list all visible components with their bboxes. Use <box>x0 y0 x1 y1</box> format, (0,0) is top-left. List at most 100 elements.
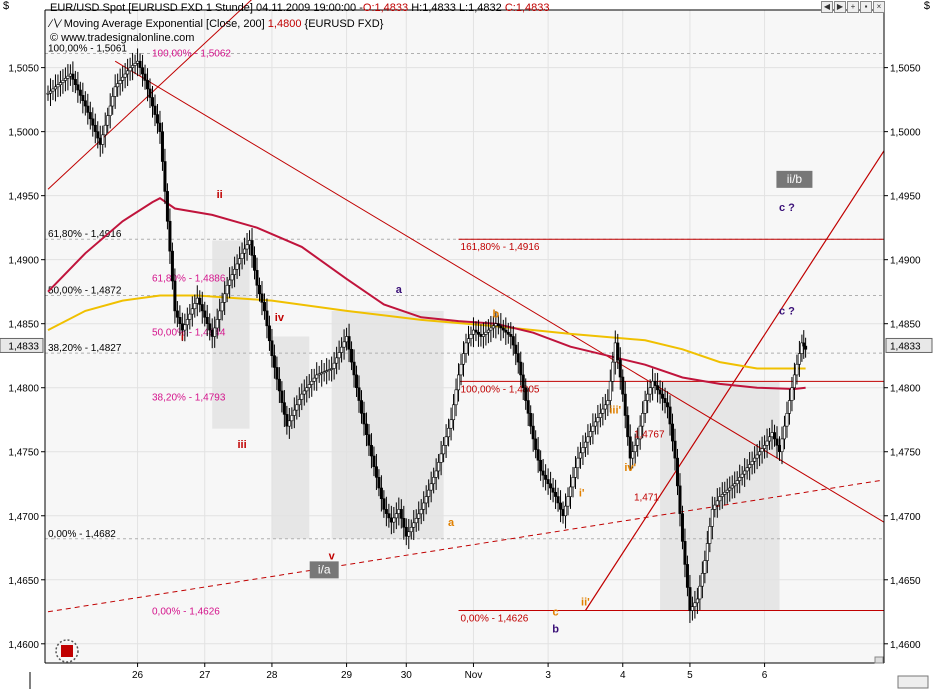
price-candle-175 <box>481 334 485 337</box>
indicator-icon: ∕∖∕ <box>50 18 61 30</box>
price-candle-136 <box>384 509 388 514</box>
price-candle-301 <box>795 363 799 376</box>
price-candle-102 <box>300 393 304 400</box>
indicator-symbol: {EURUSD FXD} <box>304 18 384 30</box>
price-candle-53 <box>178 316 182 324</box>
price-candle-228 <box>613 342 617 363</box>
price-candle-115 <box>332 362 336 369</box>
price-candle-84 <box>255 270 259 286</box>
price-candle-199 <box>541 470 545 476</box>
currency-left: $ <box>3 0 10 12</box>
price-candle-111 <box>322 371 326 374</box>
price-candle-165 <box>457 374 461 391</box>
wave-label-13: ii' <box>581 596 590 608</box>
last-price-tag-right-bg <box>885 337 933 353</box>
price-candle-278 <box>738 477 742 481</box>
price-candle-47 <box>163 161 167 192</box>
price-candle-256 <box>683 541 687 565</box>
price-candle-23 <box>103 124 107 136</box>
price-candle-202 <box>549 483 553 489</box>
price-candle-148 <box>414 518 418 524</box>
price-candle-13 <box>78 89 82 96</box>
price-candle-1 <box>48 90 52 94</box>
price-candle-35 <box>133 63 137 66</box>
price-candle-52 <box>175 310 179 318</box>
price-candle-243 <box>651 381 655 389</box>
trendline-impulse <box>584 150 885 611</box>
price-candle-221 <box>596 417 600 423</box>
pin-icon[interactable]: ▪ <box>860 1 872 13</box>
price-candle-196 <box>534 438 538 450</box>
price-candle-250 <box>668 406 672 425</box>
y-tick-label-left-9: 1,4600 <box>8 640 39 651</box>
arrow-left-icon[interactable]: ◀ <box>821 1 833 13</box>
price-candle-33 <box>128 67 132 72</box>
price-candle-88 <box>265 310 269 327</box>
price-candle-24 <box>106 115 110 126</box>
price-candle-63 <box>203 310 207 318</box>
close-icon[interactable]: × <box>873 1 885 13</box>
price-candle-192 <box>524 387 528 401</box>
price-candle-64 <box>205 316 209 324</box>
price-candle-268 <box>713 504 717 510</box>
price-candle-141 <box>397 509 401 514</box>
price-candle-281 <box>745 467 749 472</box>
price-candle-267 <box>710 509 714 527</box>
price-candle-119 <box>342 341 346 348</box>
y-tick-label-left-4: 1,4850 <box>8 320 39 331</box>
price-candle-140 <box>394 513 398 519</box>
price-candle-163 <box>452 404 456 421</box>
price-candle-167 <box>462 353 466 365</box>
price-candle-180 <box>494 323 498 327</box>
wave-label-9: b <box>552 623 559 635</box>
price-candle-72 <box>225 284 229 295</box>
price-candle-135 <box>382 498 386 510</box>
wave-label-0: i <box>181 331 184 343</box>
price-candle-253 <box>675 457 679 487</box>
last-price-tag-left-bg <box>0 337 44 353</box>
price-candle-154 <box>429 483 433 491</box>
price-candle-287 <box>760 448 764 453</box>
price-candle-131 <box>372 455 376 467</box>
price-candle-299 <box>790 387 794 401</box>
price-candle-10 <box>71 73 75 80</box>
price-candle-49 <box>168 220 172 252</box>
price-candle-215 <box>581 447 585 454</box>
price-candle-235 <box>631 451 635 459</box>
price-candle-289 <box>765 440 769 446</box>
y-tick-label-right-5: 1,4800 <box>890 384 921 395</box>
y-tick-label-right-0: 1,5050 <box>890 64 921 75</box>
price-candle-305 <box>804 345 808 350</box>
price-candle-263 <box>700 573 704 587</box>
price-candle-71 <box>223 293 227 303</box>
price-candle-226 <box>608 381 612 401</box>
price-candle-205 <box>556 496 560 504</box>
price-candle-114 <box>330 368 334 370</box>
price-candle-120 <box>345 336 349 343</box>
price-candle-240 <box>643 400 647 414</box>
price-candle-182 <box>499 325 503 329</box>
price-candle-147 <box>412 522 416 528</box>
price-candle-214 <box>578 452 582 459</box>
price-candle-94 <box>280 390 284 403</box>
x-tick-label-8: 5 <box>687 670 693 681</box>
price-candle-283 <box>750 461 754 465</box>
price-candle-77 <box>238 258 242 265</box>
price-candle-223 <box>601 408 605 414</box>
arrow-right-icon[interactable]: ▶ <box>834 1 846 13</box>
price-candle-152 <box>424 496 428 504</box>
price-candle-169 <box>466 338 470 344</box>
price-candle-21 <box>98 137 102 145</box>
zoom-icon[interactable]: + <box>847 1 859 13</box>
price-candle-93 <box>277 378 281 392</box>
price-candle-99 <box>292 409 296 416</box>
price-candle-82 <box>250 240 254 256</box>
fib-left-label-0: 100,00% - 1,5061 <box>48 44 127 55</box>
price-candle-269 <box>715 500 719 506</box>
price-candle-4 <box>56 84 60 88</box>
price-candle-195 <box>531 425 535 440</box>
wave-label-12: i' <box>579 488 585 500</box>
header-datetime: 04.11.2009 19:00:00 <box>256 2 357 14</box>
price-candle-137 <box>387 513 391 519</box>
price-candle-246 <box>658 389 662 395</box>
